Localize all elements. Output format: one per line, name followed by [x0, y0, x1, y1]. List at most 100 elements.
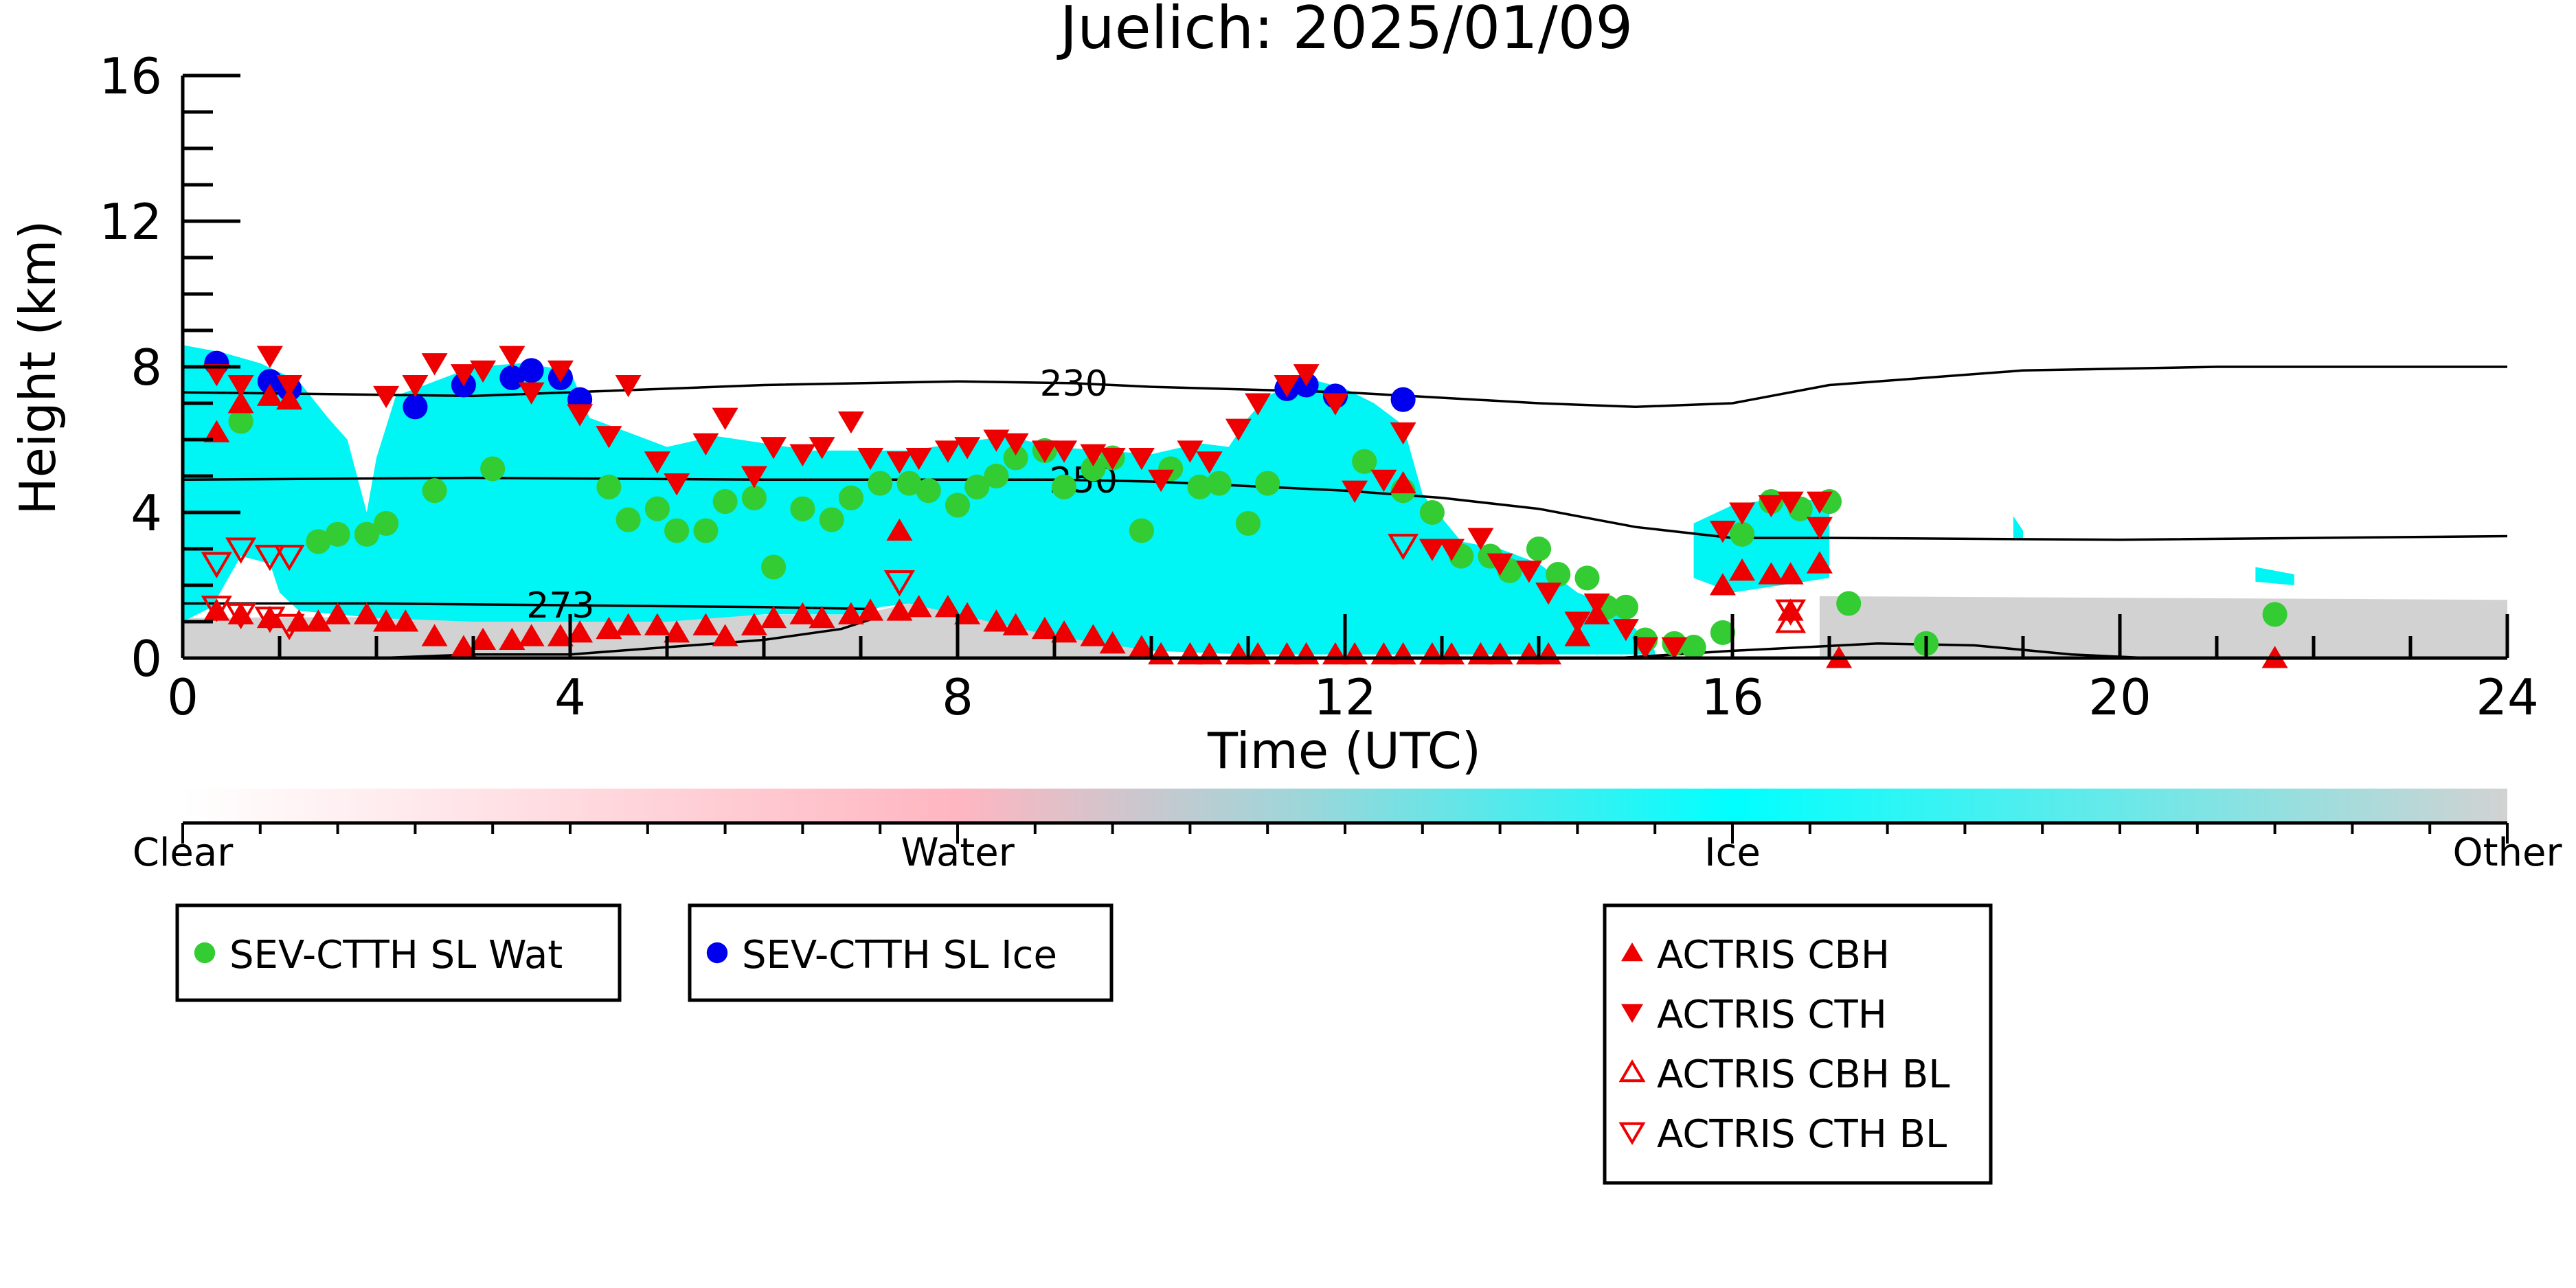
point-actris-cth	[499, 346, 526, 368]
point-sev-ctth-sl-wat	[1574, 565, 1600, 591]
point-sev-ctth-sl-wat	[1206, 471, 1232, 496]
point-actris-cth	[905, 447, 932, 471]
point-actris-cbh	[789, 602, 816, 624]
point-actris-cth	[1080, 444, 1107, 466]
point-actris-cth	[421, 353, 448, 376]
point-actris-cbh	[227, 602, 254, 624]
point-sev-ctth-sl-wat	[1352, 449, 1377, 474]
point-sev-ctth-sl-wat	[374, 510, 399, 536]
point-actris-cth	[1661, 637, 1688, 659]
point-actris-cbh	[664, 620, 690, 643]
point-sev-ctth-sl-ice	[519, 358, 544, 383]
point-actris-cth	[983, 429, 1010, 452]
point-actris-cbh	[392, 609, 419, 632]
point-sev-ctth-sl-wat	[1081, 456, 1106, 482]
point-actris-cbh	[1564, 624, 1591, 646]
point-sev-ctth-sl-wat	[1526, 536, 1552, 562]
point-actris-cth	[1564, 611, 1591, 634]
point-actris-cbh	[1390, 471, 1416, 494]
point-sev-ctth-sl-wat	[325, 521, 350, 547]
point-actris-cth	[1177, 440, 1204, 463]
point-actris-cth	[712, 407, 738, 430]
point-sev-ctth-sl-wat	[693, 518, 719, 543]
point-actris-cbh	[1806, 551, 1833, 574]
point-actris-cth	[1274, 374, 1300, 398]
point-actris-cth	[203, 364, 230, 387]
point-actris-cth	[1099, 447, 1126, 471]
contour-line-250	[183, 476, 2507, 541]
x-axis-label: Time (UTC)	[1207, 722, 1481, 780]
point-actris-cth	[692, 433, 719, 456]
point-sev-ctth-sl-wat	[964, 474, 990, 499]
point-actris-cth	[450, 364, 477, 387]
point-sev-ctth-sl-wat	[819, 507, 844, 532]
point-actris-cbh	[615, 613, 642, 635]
x-tick-label: 8	[942, 668, 973, 726]
point-actris-cth	[1293, 364, 1320, 387]
point-actris-cbh	[1709, 573, 1736, 596]
point-sev-ctth-sl-wat	[1003, 445, 1028, 471]
point-actris-cbh	[450, 635, 477, 657]
point-actris-cth	[1051, 440, 1078, 463]
point-actris-cth	[1806, 491, 1833, 514]
point-actris-cth	[1467, 528, 1494, 550]
ice-region-3	[2255, 567, 2294, 585]
point-actris-cth	[1438, 539, 1465, 561]
point-sev-ctth-sl-wat	[306, 529, 331, 554]
colorbar-label-ice: Ice	[1704, 831, 1761, 875]
point-sev-ctth-sl-wat	[615, 507, 641, 532]
point-actris-cbh	[256, 383, 283, 406]
ice-region-0	[183, 345, 1656, 655]
point-actris-cth-bl	[883, 570, 915, 597]
point-actris-cth	[547, 360, 574, 383]
colorbar-label-clear: Clear	[133, 831, 234, 875]
point-sev-ctth-sl-wat	[1730, 521, 1755, 547]
x-tick-label: 4	[554, 668, 586, 726]
point-sev-ctth-sl-wat	[228, 409, 253, 434]
point-actris-cbh	[305, 609, 332, 632]
point-actris-cth	[470, 360, 497, 383]
point-actris-cth	[402, 374, 429, 398]
point-actris-cbh	[983, 609, 1010, 632]
contour-line-230	[183, 365, 2507, 409]
point-actris-cbh	[712, 624, 738, 646]
point-sev-ctth-sl-wat	[1129, 518, 1154, 543]
point-actris-cbh	[276, 387, 303, 410]
point-actris-cth	[1583, 593, 1610, 616]
legend-marker-actris-cth-bl	[1618, 1122, 1646, 1145]
point-actris-cbh	[837, 602, 864, 624]
legend-marker-actris-cbh-bl	[1618, 1059, 1646, 1083]
point-sev-ctth-sl-wat	[1255, 471, 1280, 496]
point-sev-ctth-sl-wat	[480, 456, 506, 482]
point-actris-cth	[644, 451, 670, 474]
point-actris-cbh	[644, 613, 670, 635]
contour-label-230: 230	[1040, 363, 1108, 405]
point-actris-cbh	[518, 624, 545, 646]
point-actris-cbh	[1080, 624, 1107, 646]
x-tick-label: 16	[1701, 668, 1764, 726]
point-sev-ctth-sl-wat	[596, 474, 622, 499]
chart-title: Juelich: 2025/01/09	[1057, 0, 1633, 63]
point-actris-cbh	[692, 613, 719, 635]
point-actris-cth	[789, 444, 816, 466]
legend-marker-sev-ctth-sl-ice	[706, 942, 728, 964]
point-sev-ctth-sl-wat	[1187, 474, 1212, 499]
point-sev-ctth-sl-wat	[761, 554, 787, 580]
point-actris-cbh	[1002, 613, 1029, 635]
point-sev-ctth-sl-wat	[712, 489, 738, 515]
point-actris-cbh	[857, 598, 884, 621]
point-actris-cbh	[324, 602, 351, 624]
point-actris-cth-bl	[273, 613, 305, 641]
point-actris-cth	[1342, 480, 1368, 503]
legend-label-actris-cth-bl: ACTRIS CTH BL	[1657, 1112, 1947, 1157]
y-axis-label: Height (km)	[9, 221, 67, 515]
point-sev-ctth-sl-wat	[1681, 635, 1706, 660]
point-actris-cth	[1487, 553, 1513, 576]
point-actris-cth-bl	[225, 537, 257, 564]
point-actris-cth	[1612, 619, 1639, 642]
point-actris-cbh	[470, 627, 497, 651]
point-actris-cbh	[421, 624, 448, 646]
point-actris-cth	[934, 440, 961, 463]
